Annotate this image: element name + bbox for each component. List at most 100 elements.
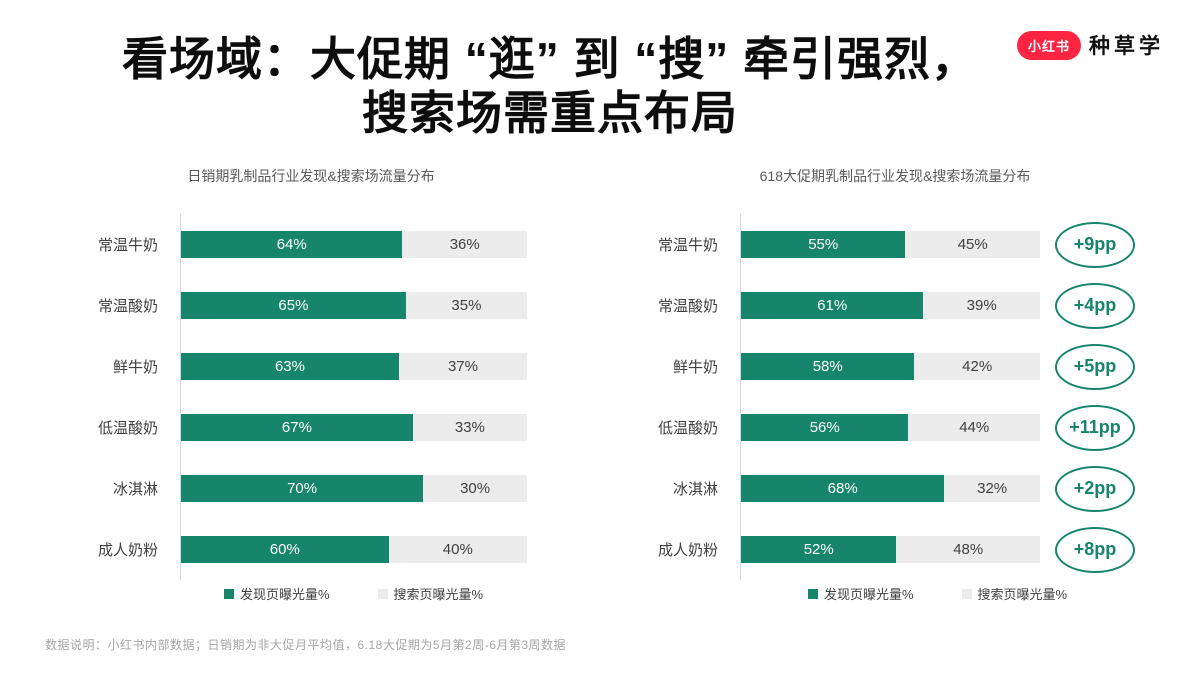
chart-row: 常温牛奶 55% 45% +9pp [655,214,1135,275]
stacked-bar: 52% 48% [741,536,1040,563]
page-title-line-2: 搜索场需重点布局 [362,87,738,140]
bar-zone: 65% 35% [180,275,527,336]
badge-zone: +5pp [1040,336,1135,397]
chart-rows: 常温牛奶 55% 45% +9pp 常温酸奶 61% 39% +4pp 鲜牛奶 58% 42% +5p… [655,214,1135,580]
stacked-bar: 55% 45% [741,231,1040,258]
legend-label: 发现页曝光量% [823,587,914,602]
delta-pp-badge: +5pp [1055,343,1135,390]
stacked-bar: 70% 30% [181,475,527,502]
discover-feed-segment: 58% [741,353,915,380]
stacked-bar: 58% 42% [741,353,1040,380]
legend-item: 搜索页曝光量% [961,584,1068,603]
chart-row: 鲜牛奶 63% 37% [95,336,527,397]
stacked-bar: 63% 37% [181,353,527,380]
bar-zone: 56% 44% [740,397,1040,458]
bar-zone: 70% 30% [180,458,527,519]
chart-row: 常温酸奶 61% 39% +4pp [655,275,1135,336]
data-source-footnote: 数据说明：小红书内部数据；日销期为非大促月平均值，6.18大促期为5月第2周-6… [45,638,567,652]
category-label: 成人奶粉 [657,542,718,559]
category-label: 常温牛奶 [97,237,158,254]
legend-label: 发现页曝光量% [239,587,330,602]
badge-zone: +4pp [1040,275,1135,336]
legend-label: 搜索页曝光量% [977,587,1068,602]
legend-swatch-icon [377,588,388,599]
bar-zone: 60% 40% [180,519,527,580]
delta-pp-badge: +9pp [1055,221,1135,268]
delta-pp-badge: +11pp [1055,404,1135,451]
category-label: 常温酸奶 [97,298,158,315]
delta-pp-badge: +8pp [1055,526,1135,573]
discover-feed-segment: 56% [741,414,909,441]
legend-swatch-icon [807,588,818,599]
brand-name: 种草学 [1089,35,1164,58]
legend-item: 发现页曝光量% [807,584,914,603]
legend-swatch-icon [961,588,972,599]
category-label: 成人奶粉 [97,542,158,559]
discover-feed-segment: 65% [181,292,406,319]
category-label: 低温酸奶 [97,420,158,437]
search-page-segment: 37% [398,353,527,380]
delta-pp-badge: +4pp [1055,282,1135,329]
badge-zone: +11pp [1040,397,1135,458]
category-label: 常温牛奶 [657,237,718,254]
badge-zone: +2pp [1040,458,1135,519]
bar-zone: 55% 45% [740,214,1040,275]
brand-logo: 小红书 种草学 [1016,30,1164,60]
chart-row: 鲜牛奶 58% 42% +5pp [655,336,1135,397]
chart-row: 常温牛奶 64% 36% [95,214,527,275]
search-page-segment: 39% [923,292,1040,319]
stacked-bar: 68% 32% [741,475,1040,502]
search-page-segment: 35% [405,292,527,319]
chart-row: 常温酸奶 65% 35% [95,275,527,336]
discover-feed-segment: 61% [741,292,924,319]
search-page-segment: 36% [402,231,527,258]
legend-item: 搜索页曝光量% [377,584,484,603]
chart-row: 低温酸奶 56% 44% +11pp [655,397,1135,458]
chart-row: 低温酸奶 67% 33% [95,397,527,458]
badge-zone: +9pp [1040,214,1135,275]
chart-rows: 常温牛奶 64% 36% 常温酸奶 65% 35% 鲜牛奶 63% 37% 低温酸奶 67% 33% 冰… [95,214,527,580]
search-page-segment: 44% [908,414,1040,441]
search-page-segment: 30% [423,475,527,502]
bar-zone: 68% 32% [740,458,1040,519]
legend-item: 发现页曝光量% [223,584,330,603]
stacked-bar: 56% 44% [741,414,1040,441]
bar-zone: 64% 36% [180,214,527,275]
discover-feed-segment: 60% [181,536,389,563]
search-page-segment: 40% [388,536,527,563]
page-title: 看场域：大促期 “逛” 到 “搜” 牵引强烈， 搜索场需重点布局 [0,32,1100,141]
category-label: 常温酸奶 [657,298,718,315]
search-page-segment: 42% [914,353,1040,380]
page-title-line-1: 看场域：大促期 “逛” 到 “搜” 牵引强烈， [121,33,979,85]
discover-feed-segment: 67% [181,414,413,441]
discover-feed-segment: 64% [181,231,403,258]
stacked-bar: 64% 36% [181,231,527,258]
chart-legend: 发现页曝光量% 搜索页曝光量% [740,584,1135,603]
category-label: 低温酸奶 [657,420,718,437]
stacked-bar: 67% 33% [181,414,527,441]
discover-feed-segment: 70% [181,475,424,502]
delta-pp-badge: +2pp [1055,465,1135,512]
discover-feed-segment: 63% [181,353,399,380]
chart-row: 冰淇淋 70% 30% [95,458,527,519]
chart-row: 成人奶粉 52% 48% +8pp [655,519,1135,580]
badge-zone: +8pp [1040,519,1135,580]
category-label: 鲜牛奶 [112,359,158,376]
category-label: 冰淇淋 [112,481,158,498]
discover-feed-segment: 55% [741,231,906,258]
xiaohongshu-logo-icon: 小红书 [1016,30,1081,60]
bar-zone: 61% 39% [740,275,1040,336]
chart-legend: 发现页曝光量% 搜索页曝光量% [180,584,527,603]
legend-label: 搜索页曝光量% [393,587,484,602]
discover-feed-segment: 68% [741,475,945,502]
legend-swatch-icon [223,588,234,599]
chart-618-promo-period: 618大促期乳制品行业发现&搜索场流量分布 常温牛奶 55% 45% +9pp 常温酸奶… [655,166,1135,603]
search-page-segment: 32% [944,475,1040,502]
bar-zone: 63% 37% [180,336,527,397]
search-page-segment: 48% [896,536,1040,563]
bar-zone: 58% 42% [740,336,1040,397]
search-page-segment: 45% [905,231,1040,258]
stacked-bar: 60% 40% [181,536,527,563]
discover-feed-segment: 52% [741,536,897,563]
